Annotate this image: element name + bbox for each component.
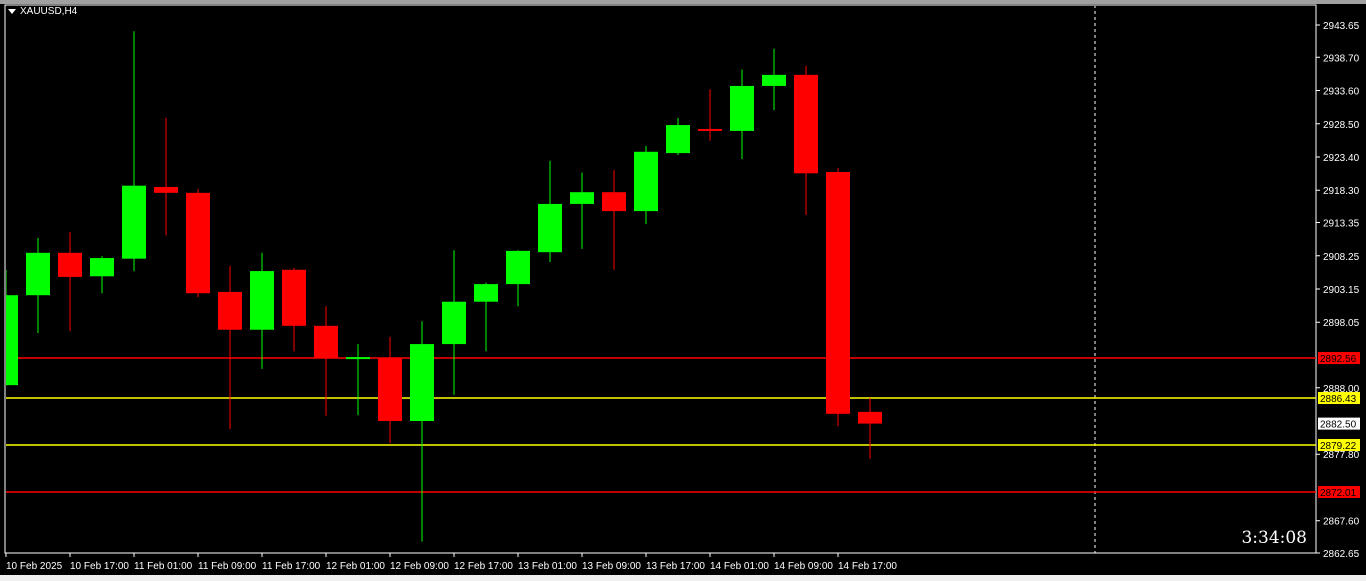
bull-candle	[410, 344, 434, 421]
window-top-border	[0, 0, 1366, 4]
bull-candle	[666, 125, 690, 154]
x-tick-label: 12 Feb 09:00	[390, 561, 449, 572]
bull-candle	[634, 151, 658, 212]
bear-candle	[826, 171, 850, 414]
bear-candle	[314, 325, 338, 358]
bull-candle	[538, 203, 562, 253]
bull-candle	[346, 357, 370, 360]
x-tick-label: 11 Feb 17:00	[262, 561, 321, 572]
x-tick-label: 12 Feb 01:00	[326, 561, 385, 572]
x-tick-label: 11 Feb 01:00	[134, 561, 193, 572]
level-price-label: 2872.01	[1320, 488, 1357, 499]
current-price-label: 2882.50	[1320, 420, 1357, 431]
x-tick-label: 13 Feb 01:00	[518, 561, 577, 572]
bear-candle	[794, 74, 818, 174]
y-tick-label: 2913.35	[1323, 219, 1360, 230]
candle-timer: 3:34:08	[1241, 528, 1307, 548]
bull-candle	[6, 295, 18, 386]
dropdown-triangle-icon[interactable]	[8, 9, 16, 14]
y-tick-label: 2898.05	[1323, 318, 1360, 329]
y-tick-label: 2908.25	[1323, 252, 1360, 263]
x-tick-label: 12 Feb 17:00	[454, 561, 513, 572]
y-tick-label: 2918.30	[1323, 186, 1360, 197]
bear-candle	[698, 128, 722, 131]
bull-candle	[474, 284, 498, 302]
symbol-label: XAUUSD,H4	[20, 6, 78, 17]
bull-candle	[122, 185, 146, 259]
y-tick-label: 2938.70	[1323, 53, 1360, 64]
x-tick-label: 14 Feb 17:00	[838, 561, 897, 572]
bull-candle	[90, 258, 114, 277]
level-price-label-bg	[1318, 438, 1360, 451]
x-tick-label: 14 Feb 09:00	[774, 561, 833, 572]
level-price-label: 2886.43	[1320, 394, 1357, 405]
bear-candle	[378, 357, 402, 421]
plot-frame	[4, 4, 1317, 554]
bear-candle	[58, 252, 82, 277]
bull-candle	[26, 252, 50, 296]
bear-candle	[602, 192, 626, 212]
bottom-tab-strip	[0, 575, 1366, 581]
current-price-label-bg	[1318, 417, 1360, 430]
bear-candle	[282, 269, 306, 326]
level-price-label-bg	[1318, 391, 1360, 404]
y-tick-label: 2862.65	[1323, 549, 1360, 560]
y-tick-label: 2928.50	[1323, 120, 1360, 131]
bull-candle	[762, 74, 786, 86]
x-tick-label: 11 Feb 09:00	[198, 561, 257, 572]
bull-candle	[442, 301, 466, 345]
y-tick-label: 2877.80	[1323, 450, 1360, 461]
bear-candle	[858, 411, 882, 424]
x-tick-label: 13 Feb 09:00	[582, 561, 641, 572]
level-price-label-bg	[1318, 352, 1360, 365]
y-tick-label: 2943.65	[1323, 21, 1360, 32]
y-tick-label: 2888.00	[1323, 384, 1360, 395]
bear-candle	[154, 186, 178, 193]
x-tick-label: 14 Feb 01:00	[710, 561, 769, 572]
level-price-label: 2892.56	[1320, 354, 1357, 365]
y-tick-label: 2903.15	[1323, 285, 1360, 296]
x-tick-label: 10 Feb 2025	[6, 561, 63, 572]
bull-candle	[570, 192, 594, 204]
bull-candle	[730, 85, 754, 131]
x-tick-label: 13 Feb 17:00	[646, 561, 705, 572]
x-tick-label: 10 Feb 17:00	[70, 561, 129, 572]
chart-title[interactable]: XAUUSD,H4	[8, 6, 77, 17]
y-tick-label: 2933.60	[1323, 87, 1360, 98]
level-price-label: 2879.22	[1320, 441, 1357, 452]
level-price-label-bg	[1318, 485, 1360, 498]
y-tick-label: 2923.40	[1323, 153, 1360, 164]
bear-candle	[218, 291, 242, 330]
bull-candle	[506, 250, 530, 285]
bear-candle	[186, 192, 210, 294]
bull-candle	[250, 271, 274, 330]
y-tick-label: 2867.60	[1323, 517, 1360, 528]
